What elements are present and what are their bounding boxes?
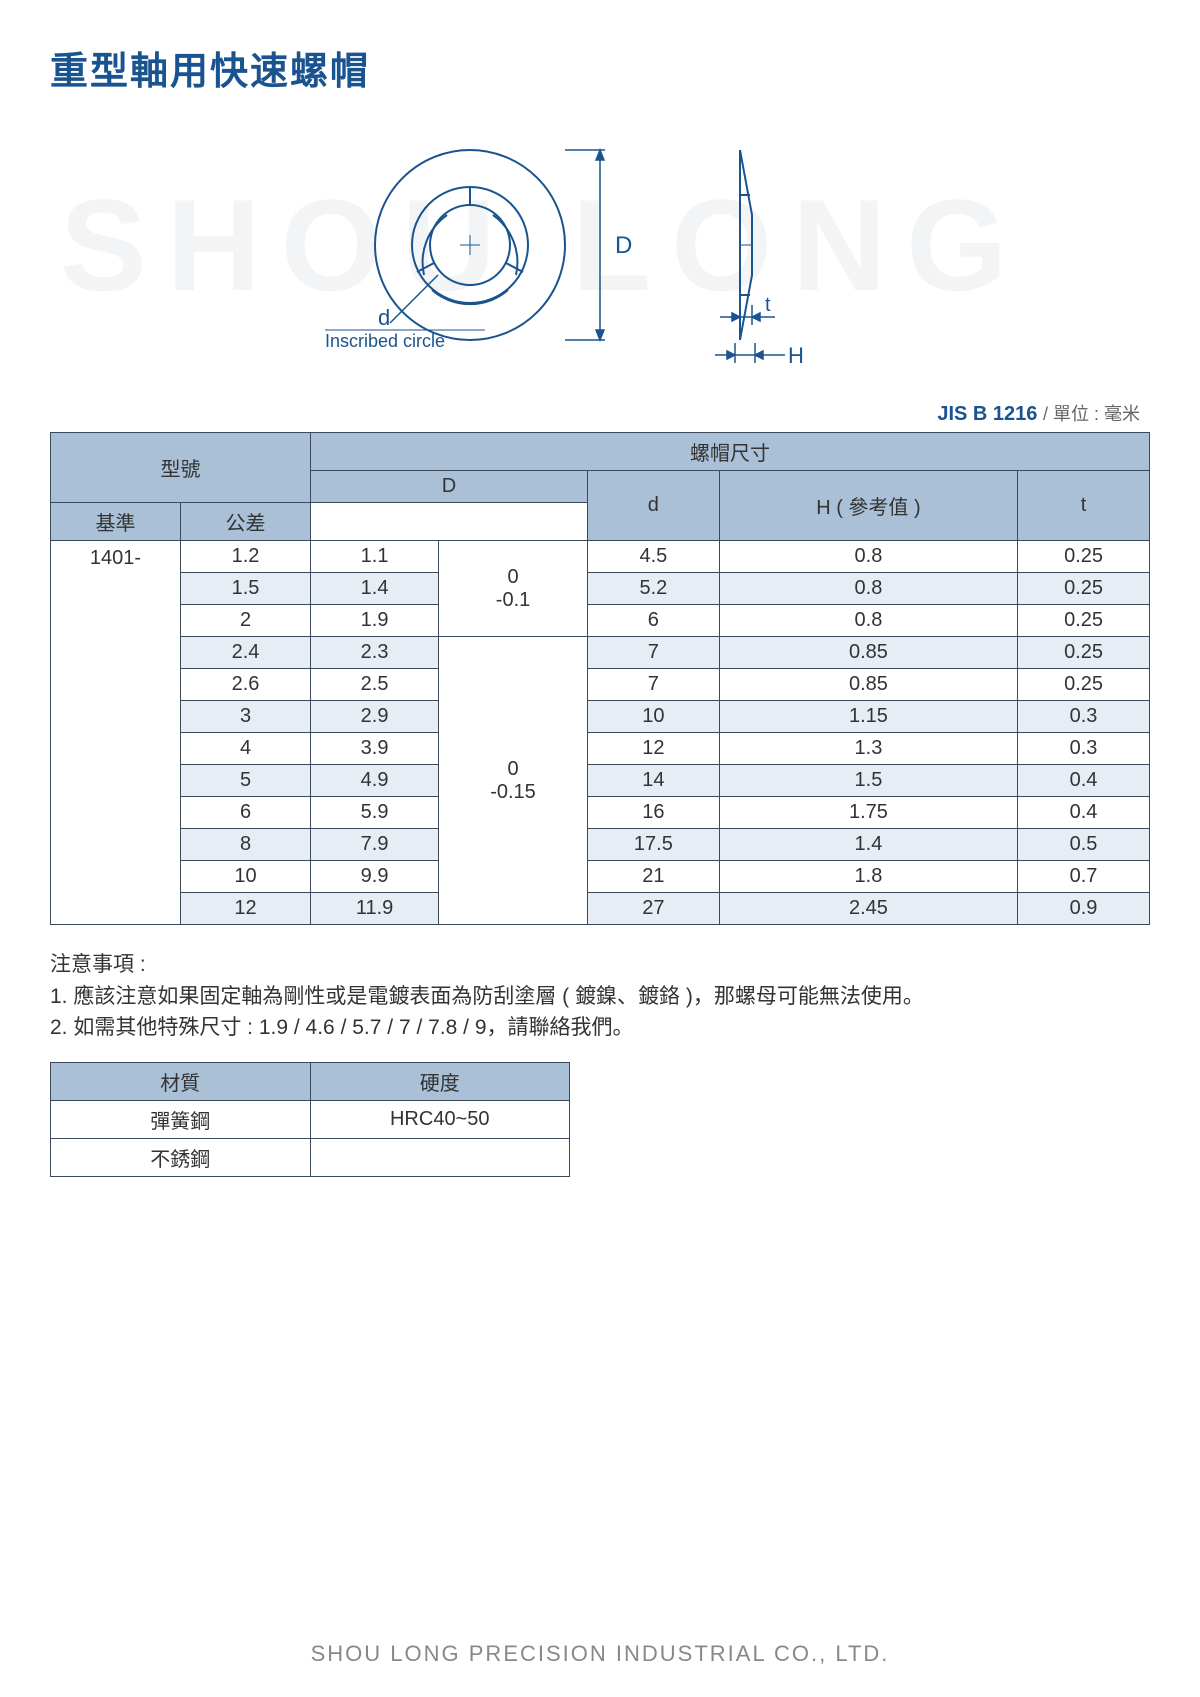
note-1: 1. 應該注意如果固定軸為剛性或是電鍍表面為防刮塗層 ( 鍍鎳、鍍鉻 )，那螺母… [50, 981, 1150, 1013]
cell-H: 0.85 [719, 669, 1017, 701]
cell-D: 1.1 [311, 541, 439, 573]
cell-d: 7 [587, 637, 719, 669]
cell-H: 1.5 [719, 765, 1017, 797]
cell-t: 0.7 [1018, 861, 1150, 893]
cell-H: 0.8 [719, 573, 1017, 605]
cell-size: 10 [181, 861, 311, 893]
cell-D: 1.9 [311, 605, 439, 637]
notes-heading: 注意事項 : [50, 949, 1150, 981]
cell-H: 0.8 [719, 605, 1017, 637]
cell-d: 27 [587, 893, 719, 925]
cell-D: 2.5 [311, 669, 439, 701]
cell-t: 0.3 [1018, 701, 1150, 733]
cell-H: 1.75 [719, 797, 1017, 829]
cell-tol-group2: 0 -0.15 [439, 637, 588, 925]
th-D-basis: 基準 [51, 503, 181, 541]
cell-t: 0.3 [1018, 733, 1150, 765]
cell-H: 1.4 [719, 829, 1017, 861]
cell-d: 6 [587, 605, 719, 637]
spec-table: 型號 螺帽尺寸 D d H ( 參考值 ) t 基準 公差 1401-1.21.… [50, 432, 1150, 925]
cell-t: 0.9 [1018, 893, 1150, 925]
model-prefix-cell: 1401- [51, 541, 181, 925]
dim-label-D: D [615, 232, 632, 259]
cell-d: 21 [587, 861, 719, 893]
cell-H: 0.8 [719, 541, 1017, 573]
cell-D: 9.9 [311, 861, 439, 893]
th-D-tol: 公差 [181, 503, 311, 541]
standard-code: JIS B 1216 [937, 403, 1037, 425]
cell-size: 2 [181, 605, 311, 637]
hardness-cell: HRC40~50 [310, 1100, 570, 1138]
th-t: t [1018, 471, 1150, 541]
th-D: D [311, 471, 588, 503]
cell-t: 0.25 [1018, 669, 1150, 701]
page-title: 重型軸用快速螺帽 [50, 40, 1150, 95]
cell-D: 2.9 [311, 701, 439, 733]
cell-size: 5 [181, 765, 311, 797]
cell-size: 3 [181, 701, 311, 733]
cell-D: 1.4 [311, 573, 439, 605]
mat-col2: 硬度 [310, 1062, 570, 1100]
cell-D: 7.9 [311, 829, 439, 861]
cell-tol-group1: 0 -0.1 [439, 541, 588, 637]
notes-block: 注意事項 : 1. 應該注意如果固定軸為剛性或是電鍍表面為防刮塗層 ( 鍍鎳、鍍… [50, 949, 1150, 1044]
hardness-cell [310, 1138, 570, 1176]
inscribed-circle-label: Inscribed circle [325, 331, 445, 351]
cell-t: 0.25 [1018, 541, 1150, 573]
cell-D: 2.3 [311, 637, 439, 669]
cell-size: 2.4 [181, 637, 311, 669]
cell-D: 3.9 [311, 733, 439, 765]
cell-size: 4 [181, 733, 311, 765]
cell-size: 2.6 [181, 669, 311, 701]
cell-D: 5.9 [311, 797, 439, 829]
cell-H: 0.85 [719, 637, 1017, 669]
cell-t: 0.4 [1018, 765, 1150, 797]
cell-size: 1.5 [181, 573, 311, 605]
mat-cell: 彈簧鋼 [51, 1100, 311, 1138]
cell-d: 16 [587, 797, 719, 829]
cell-D: 4.9 [311, 765, 439, 797]
cell-size: 12 [181, 893, 311, 925]
material-table: 材質 硬度 彈簧鋼HRC40~50不銹鋼 [50, 1062, 570, 1177]
technical-diagram: D d Inscribed circle [50, 125, 1150, 390]
th-H: H ( 參考值 ) [719, 471, 1017, 541]
th-capdims: 螺帽尺寸 [311, 433, 1150, 471]
cell-d: 7 [587, 669, 719, 701]
cell-d: 12 [587, 733, 719, 765]
cell-H: 1.8 [719, 861, 1017, 893]
mat-col1: 材質 [51, 1062, 311, 1100]
th-d: d [587, 471, 719, 541]
cell-t: 0.25 [1018, 605, 1150, 637]
footer-text: SHOU LONG PRECISION INDUSTRIAL CO., LTD. [0, 1641, 1200, 1667]
cell-t: 0.25 [1018, 637, 1150, 669]
cell-H: 2.45 [719, 893, 1017, 925]
cell-size: 1.2 [181, 541, 311, 573]
note-2: 2. 如需其他特殊尺寸 : 1.9 / 4.6 / 5.7 / 7 / 7.8 … [50, 1012, 1150, 1044]
standard-line: JIS B 1216 / 單位 : 毫米 [50, 400, 1140, 426]
cell-size: 8 [181, 829, 311, 861]
cell-H: 1.15 [719, 701, 1017, 733]
dim-label-H: H [788, 343, 804, 368]
cell-size: 6 [181, 797, 311, 829]
cell-t: 0.4 [1018, 797, 1150, 829]
cell-d: 17.5 [587, 829, 719, 861]
cell-D: 11.9 [311, 893, 439, 925]
dim-label-t: t [765, 294, 771, 316]
cell-d: 4.5 [587, 541, 719, 573]
cell-H: 1.3 [719, 733, 1017, 765]
cell-t: 0.25 [1018, 573, 1150, 605]
cell-d: 10 [587, 701, 719, 733]
cell-d: 5.2 [587, 573, 719, 605]
dim-label-d: d [378, 305, 390, 330]
th-model: 型號 [51, 433, 311, 503]
cell-d: 14 [587, 765, 719, 797]
unit-label: / 單位 : 毫米 [1043, 404, 1140, 424]
cell-t: 0.5 [1018, 829, 1150, 861]
mat-cell: 不銹鋼 [51, 1138, 311, 1176]
